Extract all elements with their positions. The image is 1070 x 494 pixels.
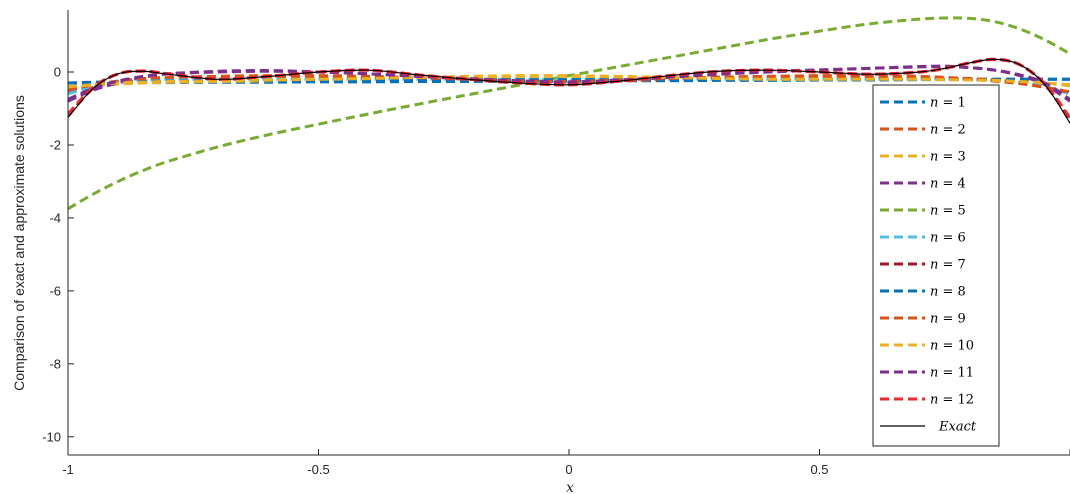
- legend-entry-label: n = 2: [930, 123, 966, 138]
- legend-entry-label: n = 5: [930, 204, 966, 219]
- legend: n = 1 n = 2 n = 3 n = 4 n = 5 n = 6 n = 7 n = 8…: [872, 84, 1000, 447]
- legend-entry-label: n = 6: [930, 231, 966, 246]
- legend-entry-label: n = 1: [930, 96, 966, 111]
- legend-entry-label: n = 9: [930, 312, 966, 327]
- y-tick-label: -10: [42, 429, 61, 444]
- legend-entry-label: n = 12: [930, 393, 974, 408]
- legend-entry-label: Exact: [938, 420, 977, 435]
- y-tick-label: -2: [49, 137, 61, 152]
- series-line-13: [68, 58, 1070, 124]
- legend-entry-label: n = 8: [930, 285, 966, 300]
- y-axis-label: Comparison of exact and approximate solu…: [11, 95, 27, 391]
- legend-entry-label: n = 11: [930, 366, 974, 381]
- legend-entry-label: n = 4: [930, 177, 966, 192]
- y-tick-label: -6: [49, 283, 61, 298]
- y-tick-label: 0: [54, 65, 61, 80]
- x-axis-label: x: [566, 480, 574, 494]
- series-line-10: [68, 74, 1070, 89]
- series-line-11: [68, 65, 1070, 101]
- legend-entry-label: n = 3: [930, 150, 966, 165]
- axes: -1 -0.5 0 0.5 -10 -8 -6 -4 -2 0: [42, 10, 1070, 477]
- plot-area: [68, 16, 1070, 211]
- x-tick-label: -1: [62, 462, 74, 477]
- series-group: [68, 16, 1070, 211]
- x-tick-label: -0.5: [307, 462, 329, 477]
- x-tick-label: 0: [565, 462, 572, 477]
- legend-entry-label: n = 10: [930, 339, 974, 354]
- series-line-5: [68, 16, 1070, 211]
- y-tick-label: -8: [49, 356, 61, 371]
- legend-entry-label: n = 7: [930, 258, 966, 273]
- y-tick-label: -4: [49, 210, 61, 225]
- series-line-9: [68, 74, 1070, 94]
- x-tick-label: 0.5: [810, 462, 828, 477]
